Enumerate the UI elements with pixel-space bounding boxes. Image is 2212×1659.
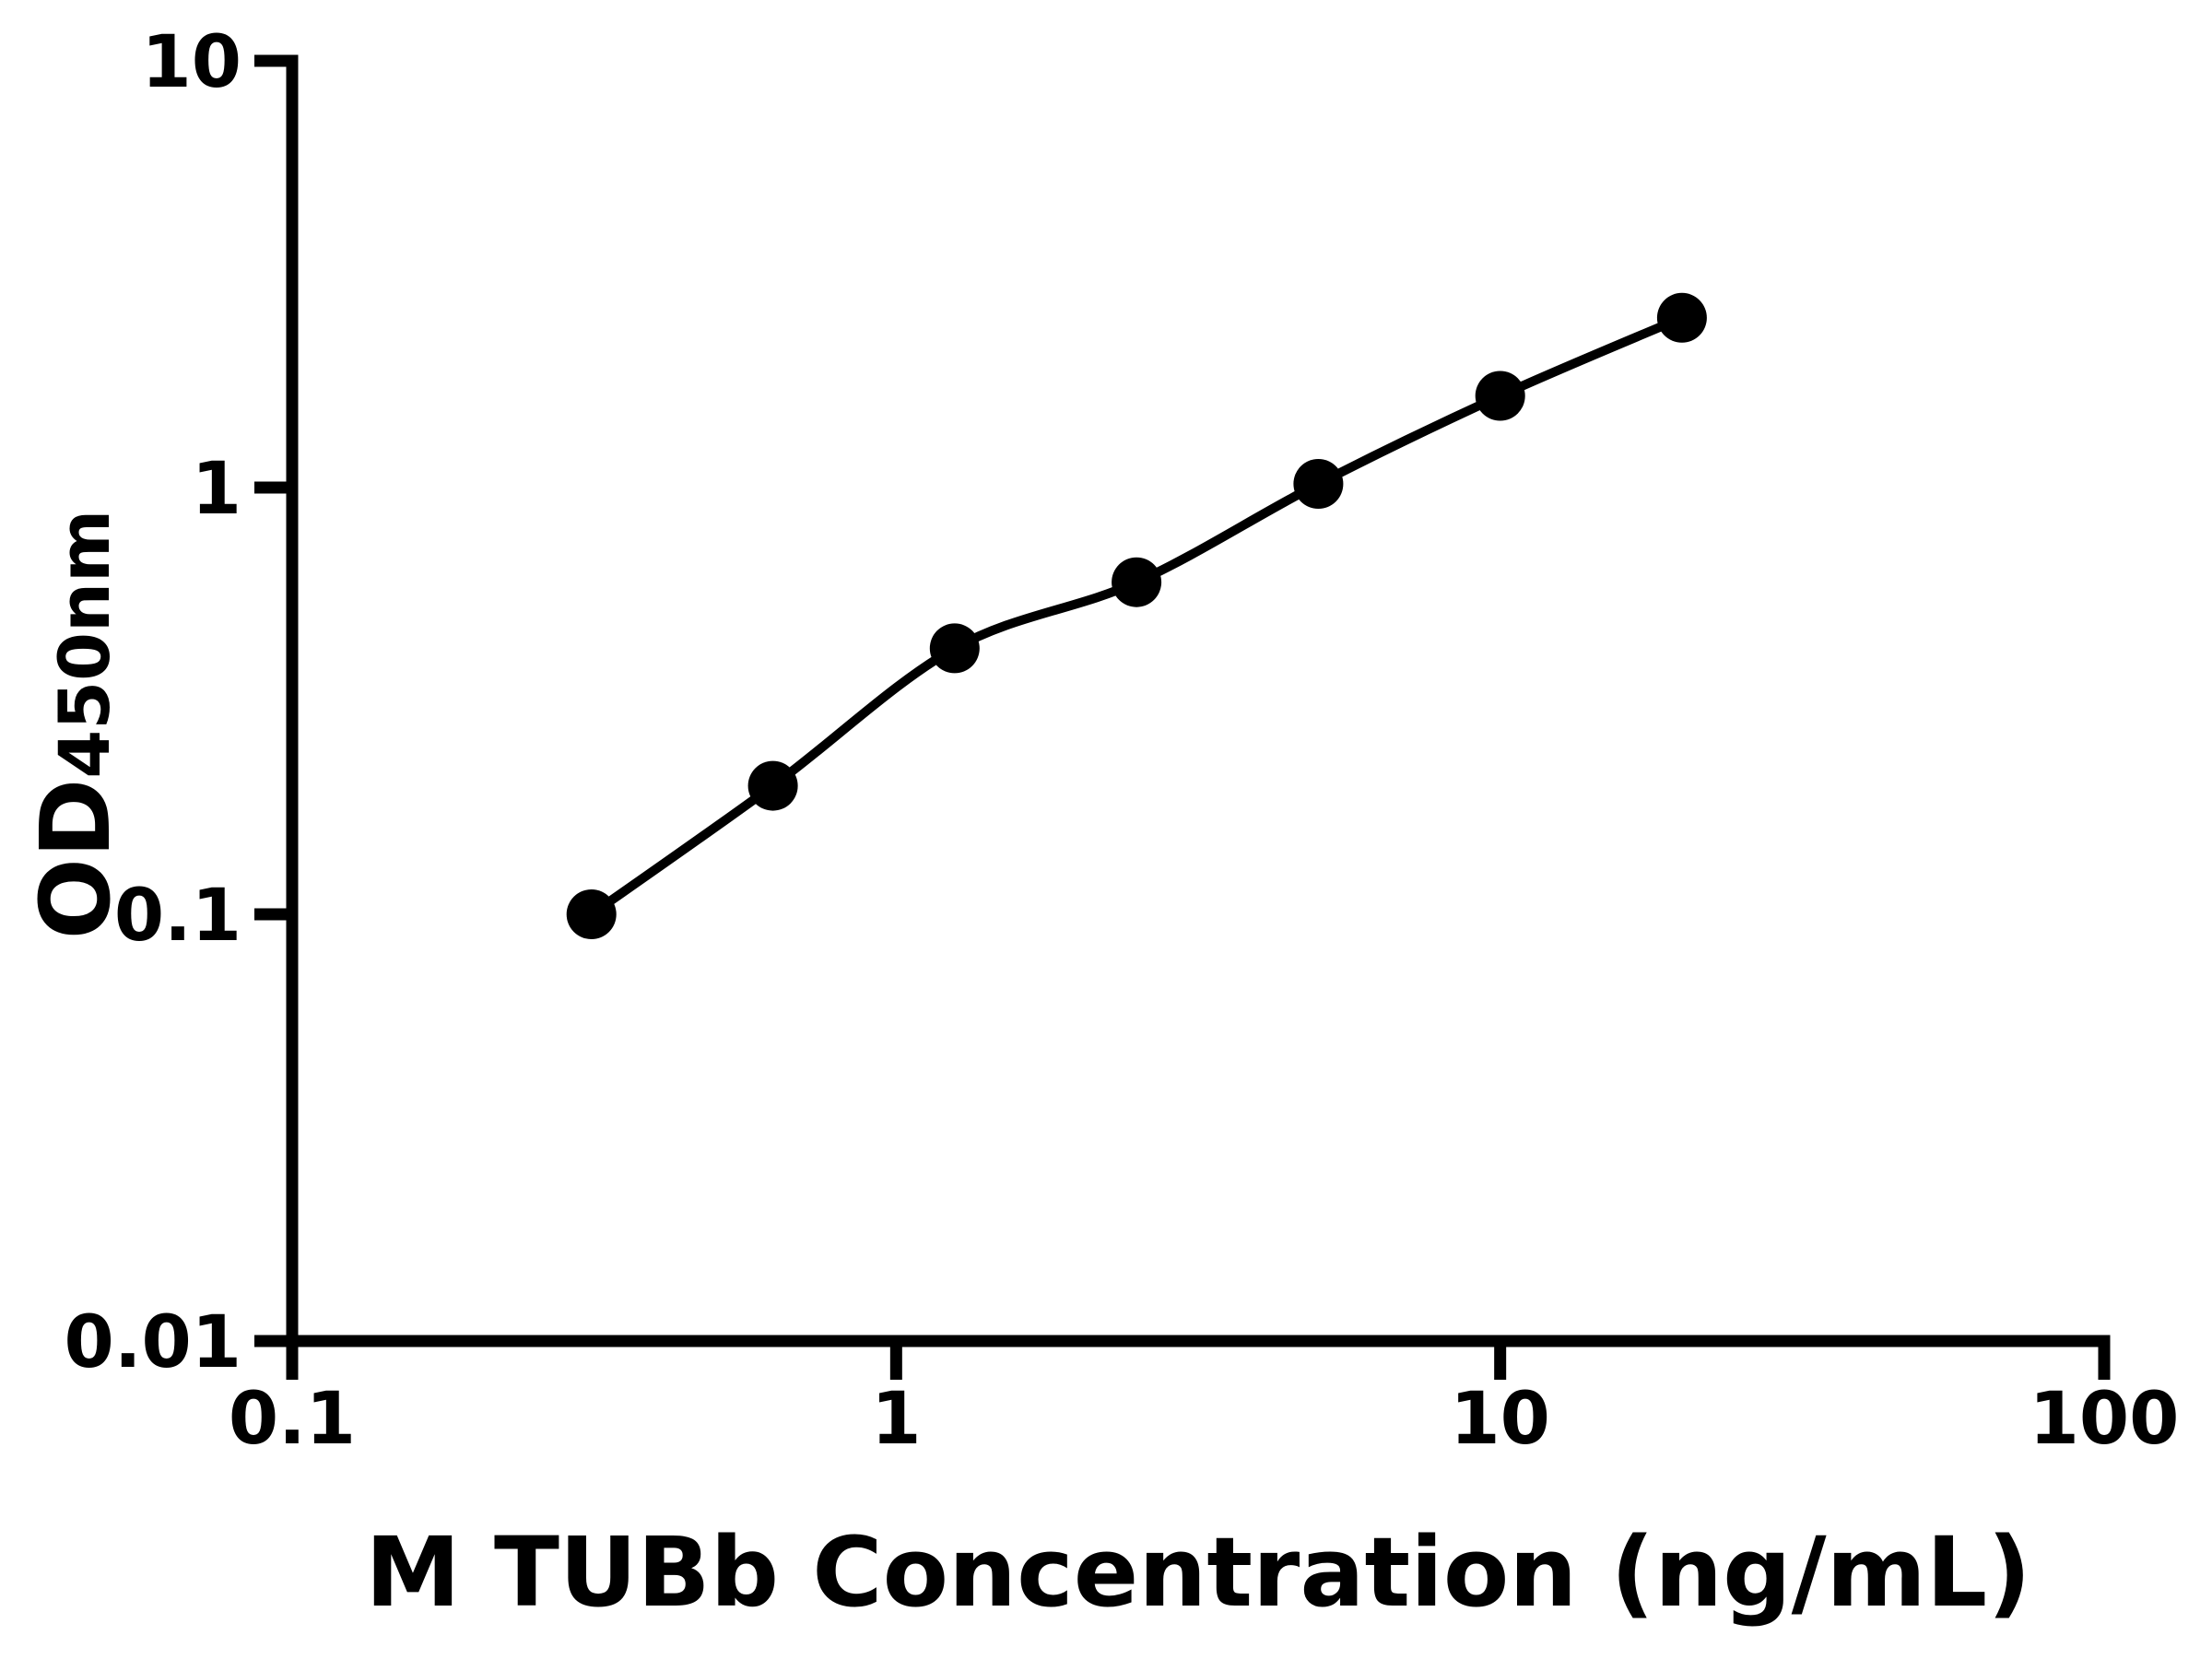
data-series (566, 292, 1707, 939)
y-tick-label: 1 (192, 448, 241, 531)
y-axis-title-text: OD (19, 779, 132, 940)
y-tick-label: 0.01 (65, 1301, 241, 1384)
y-axis-title: OD450nm (19, 510, 132, 940)
y-tick-label: 0.1 (114, 875, 241, 958)
data-point (1293, 459, 1344, 509)
data-point (1475, 371, 1525, 421)
x-tick-label: 0.1 (229, 1378, 356, 1461)
x-tick-label: 1 (871, 1378, 921, 1461)
data-point (566, 889, 617, 939)
y-axis-title-subscript: 450nm (43, 510, 125, 779)
x-tick-label: 100 (2030, 1378, 2180, 1461)
x-axis-title: M TUBb Concentration (ng/mL) (365, 1516, 2030, 1629)
data-point (1656, 292, 1707, 343)
y-tick-label: 10 (141, 21, 241, 104)
data-point (929, 623, 980, 674)
data-point (1112, 557, 1162, 607)
x-tick-label: 10 (1450, 1378, 1550, 1461)
data-point (747, 760, 798, 811)
